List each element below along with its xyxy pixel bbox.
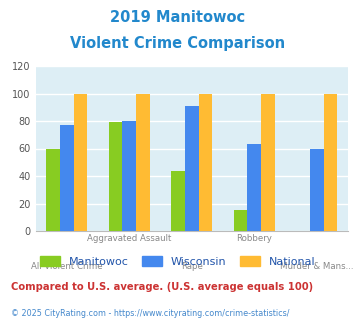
Bar: [60, 125, 73, 231]
Bar: [310, 148, 323, 231]
Bar: [323, 93, 337, 231]
Bar: [185, 106, 198, 231]
Bar: [136, 93, 150, 231]
Bar: [198, 93, 212, 231]
Bar: [171, 171, 185, 231]
Bar: [46, 148, 60, 231]
Text: All Violent Crime: All Violent Crime: [31, 262, 103, 271]
Bar: [261, 93, 275, 231]
Text: Rape: Rape: [181, 262, 203, 271]
Text: Violent Crime Comparison: Violent Crime Comparison: [70, 36, 285, 51]
Bar: [234, 211, 247, 231]
Bar: [122, 121, 136, 231]
Text: Murder & Mans...: Murder & Mans...: [280, 262, 354, 271]
Text: 2019 Manitowoc: 2019 Manitowoc: [110, 10, 245, 25]
Text: Compared to U.S. average. (U.S. average equals 100): Compared to U.S. average. (U.S. average …: [11, 282, 313, 292]
Text: © 2025 CityRating.com - https://www.cityrating.com/crime-statistics/: © 2025 CityRating.com - https://www.city…: [11, 309, 289, 317]
Legend: Manitowoc, Wisconsin, National: Manitowoc, Wisconsin, National: [36, 251, 320, 271]
Bar: [109, 122, 122, 231]
Bar: [73, 93, 87, 231]
Bar: [247, 145, 261, 231]
